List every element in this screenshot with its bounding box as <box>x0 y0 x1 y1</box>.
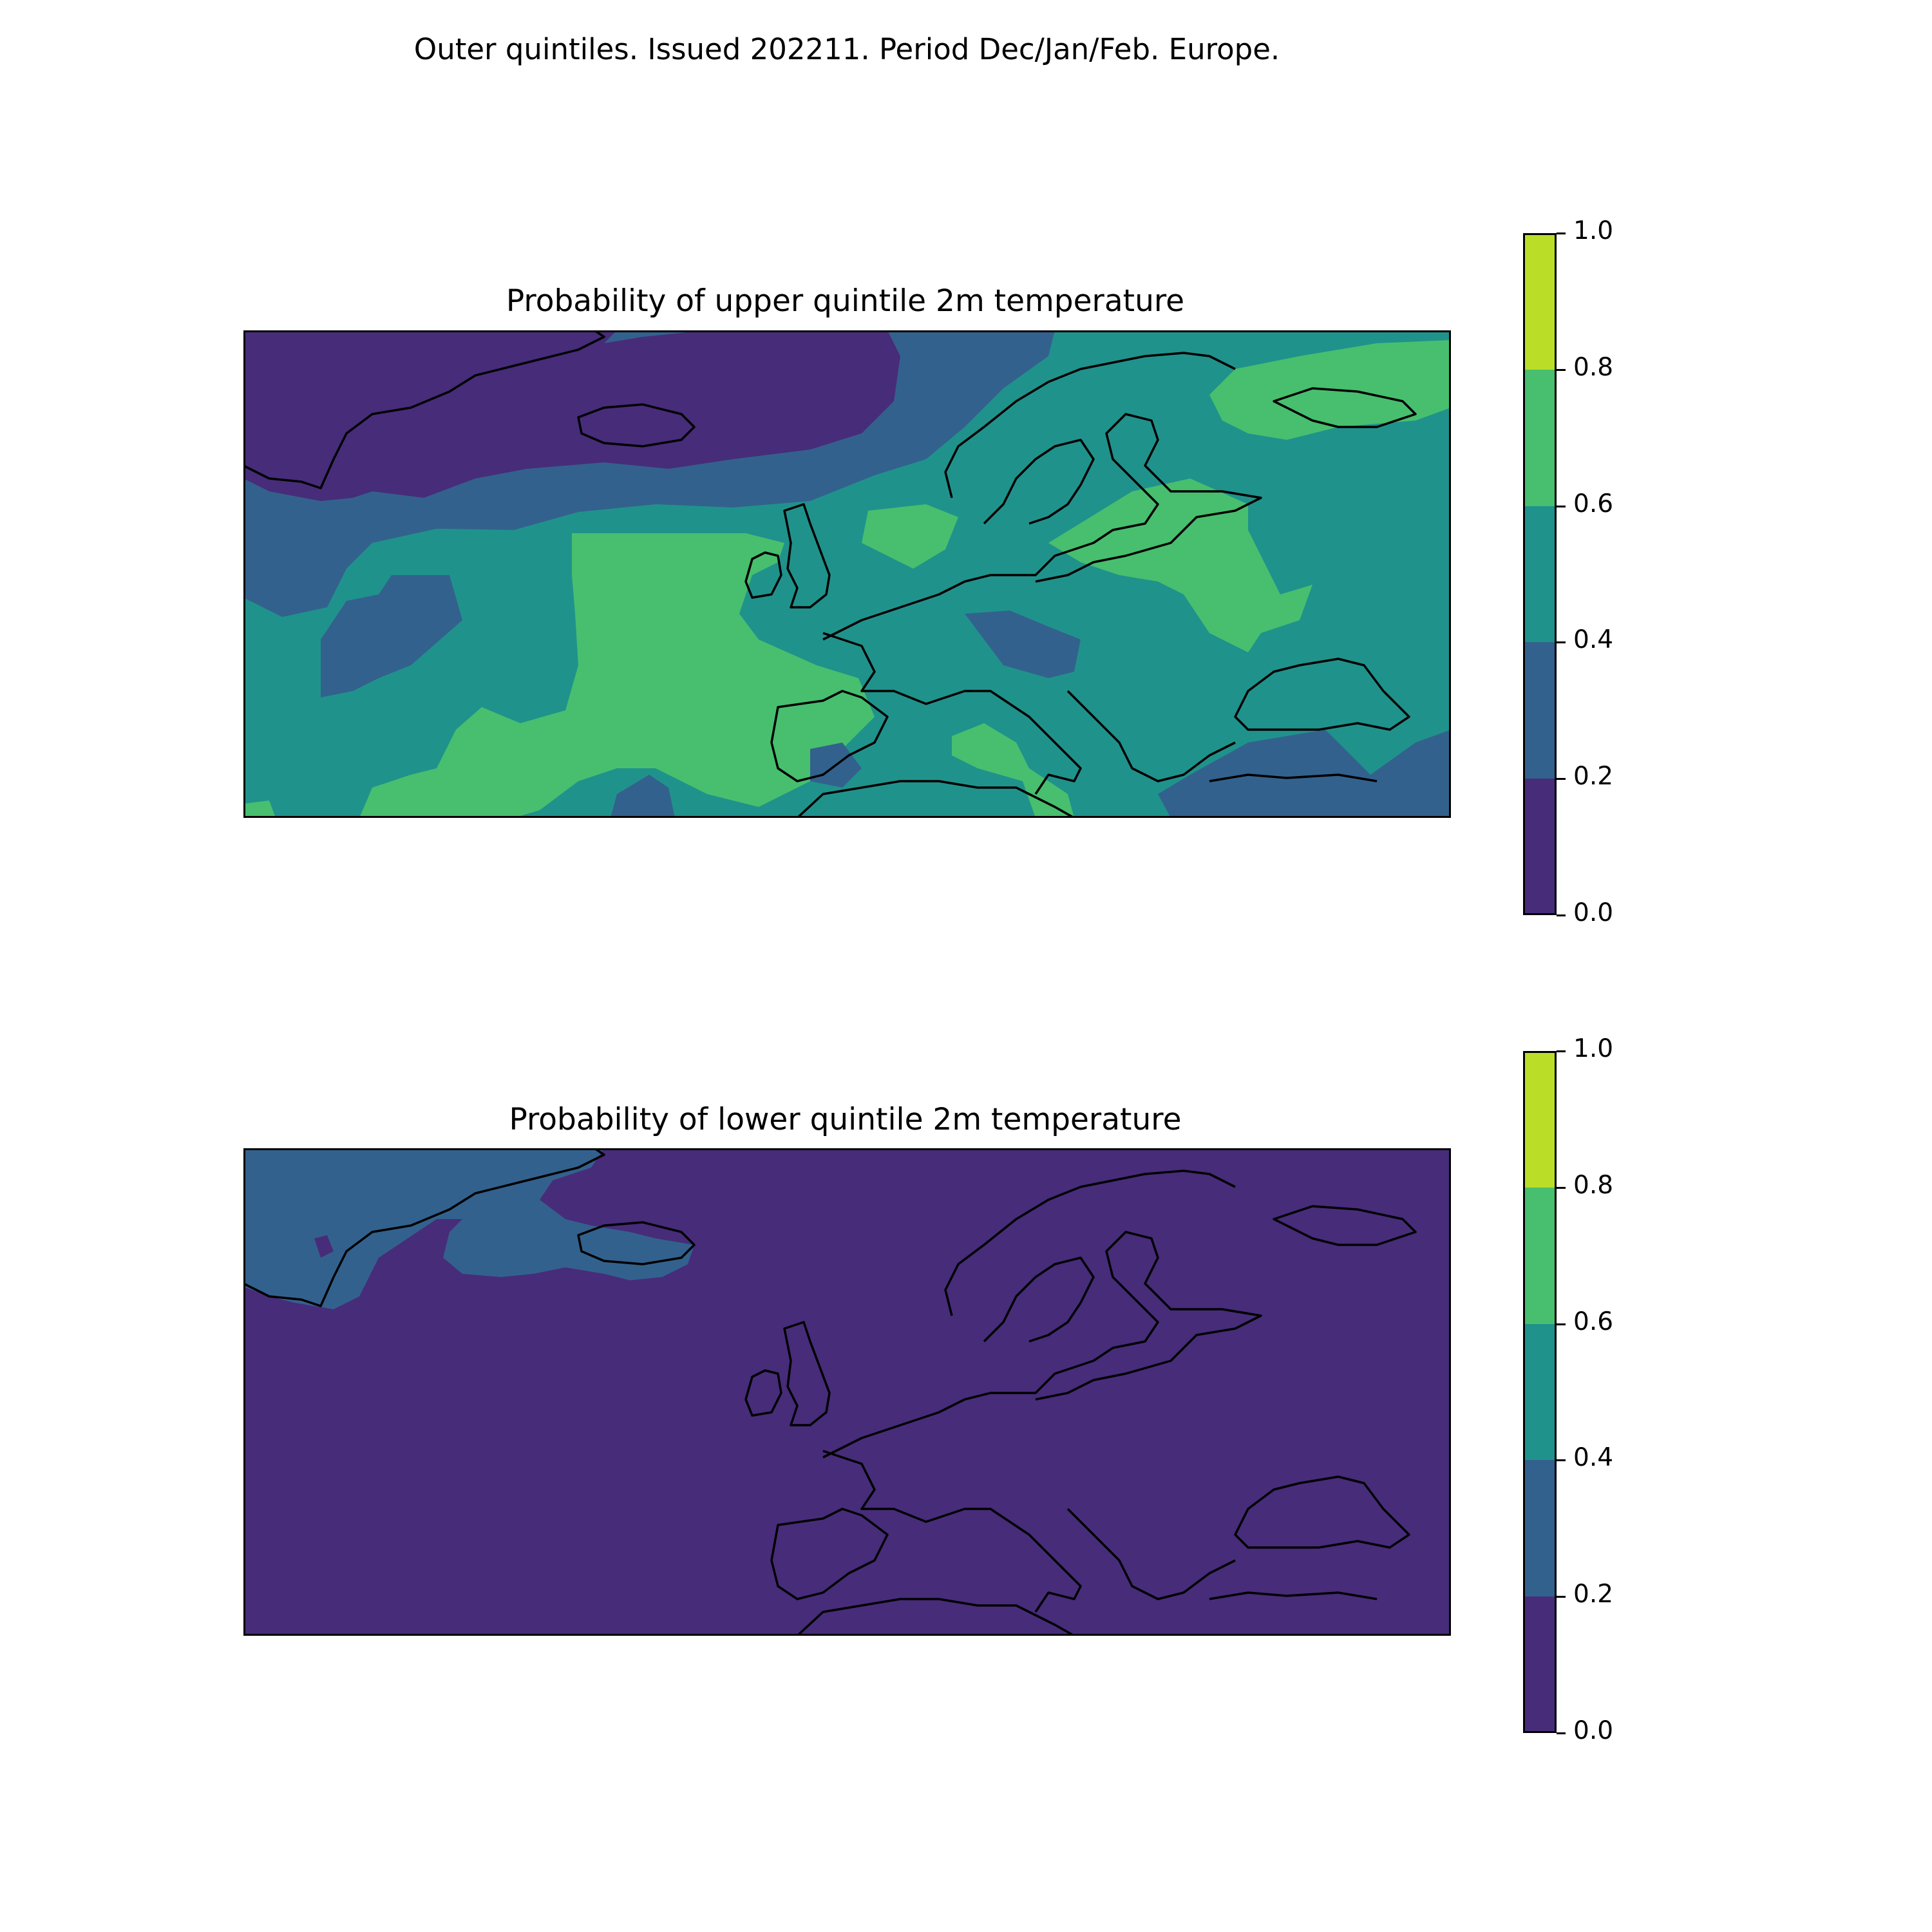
prob-fill-0.2-0.4 <box>1158 730 1451 818</box>
coastline-iberia <box>770 1508 889 1600</box>
coastline-balkans <box>1066 1508 1236 1600</box>
coastline-iberia <box>770 690 889 782</box>
prob-fill-0.2-0.4 <box>243 1148 694 1309</box>
coastline-ireland <box>744 1369 782 1417</box>
prob-fill-0.6-0.8 <box>359 533 875 818</box>
coastline-great-britain <box>783 503 831 609</box>
coastline-black-sea <box>1234 1475 1410 1549</box>
coastline-turkey <box>1209 1591 1378 1600</box>
coastline <box>243 1148 1417 1636</box>
colorbar-tick: 0.2 <box>1573 762 1614 791</box>
colorbar-tick: 0.4 <box>1573 625 1614 654</box>
coastline-balkans <box>1066 690 1236 782</box>
colorbar-tick: 0.2 <box>1573 1580 1614 1609</box>
prob-fill-0.6-0.8 <box>1048 478 1312 652</box>
colorbar-tick: 0.8 <box>1573 353 1614 382</box>
coastline-north-africa <box>796 780 1075 818</box>
prob-fill-0.2-0.4 <box>965 611 1081 678</box>
coastline-sweden-baltic <box>983 1256 1095 1343</box>
coastline-great-britain <box>783 1321 831 1426</box>
map-frame <box>243 330 1451 818</box>
coastline-greenland <box>243 1148 605 1307</box>
colorbar-tick: 0.4 <box>1573 1443 1614 1472</box>
prob-fill-0.0-0.2 <box>243 330 900 501</box>
coastline-iceland <box>577 403 696 448</box>
colorbar-tick: 0.0 <box>1573 898 1614 927</box>
prob-fill-0.6-0.8 <box>862 504 958 569</box>
panel-lower-title: Probability of lower quintile 2m tempera… <box>509 1102 1182 1137</box>
coastline-white-sea <box>1273 387 1417 428</box>
coastline-continent <box>822 413 1262 641</box>
coastline <box>243 330 1417 818</box>
coastline-greenland <box>243 330 605 489</box>
colorbar-upper <box>1523 233 1557 915</box>
prob-fill-0.0-0.2 <box>314 1235 334 1258</box>
coastline-turkey <box>1209 773 1378 782</box>
prob-fill-0.6-0.8 <box>952 723 1074 818</box>
colorbar-tick: 0.0 <box>1573 1716 1614 1745</box>
coastline-scandinavia <box>944 1170 1236 1316</box>
coastline-white-sea <box>1273 1205 1417 1246</box>
coastline-north-africa <box>796 1598 1075 1636</box>
coastline-france-italy <box>822 632 1082 795</box>
prob-fill-0.6-0.8 <box>243 800 276 818</box>
coastline-ireland <box>744 551 782 599</box>
coastline-france-italy <box>822 1450 1082 1613</box>
coastline-sweden-baltic <box>983 439 1095 525</box>
colorbar-tick: 1.0 <box>1573 1034 1614 1063</box>
colorbar-tick: 0.6 <box>1573 489 1614 518</box>
coastline-iceland <box>577 1221 696 1265</box>
colorbar-tick: 0.6 <box>1573 1307 1614 1336</box>
colorbar-tick: 1.0 <box>1573 216 1614 245</box>
coastline-scandinavia <box>944 352 1236 498</box>
map-frame <box>243 1148 1451 1636</box>
colorbar-lower <box>1523 1051 1557 1733</box>
panel-upper-title: Probability of upper quintile 2m tempera… <box>506 283 1185 319</box>
upper-quintile-map <box>243 330 1451 818</box>
lower-quintile-map <box>243 1148 1451 1636</box>
coastline-black-sea <box>1234 658 1410 731</box>
colorbar-tick: 0.8 <box>1573 1171 1614 1200</box>
prob-fill-0.0-0.2 <box>243 1148 1451 1636</box>
prob-fill-0.2-0.4 <box>321 575 462 697</box>
prob-fill-0.2-0.4 <box>611 775 675 818</box>
figure-suptitle: Outer quintiles. Issued 202211. Period D… <box>413 32 1280 66</box>
coastline-continent <box>822 1231 1262 1459</box>
